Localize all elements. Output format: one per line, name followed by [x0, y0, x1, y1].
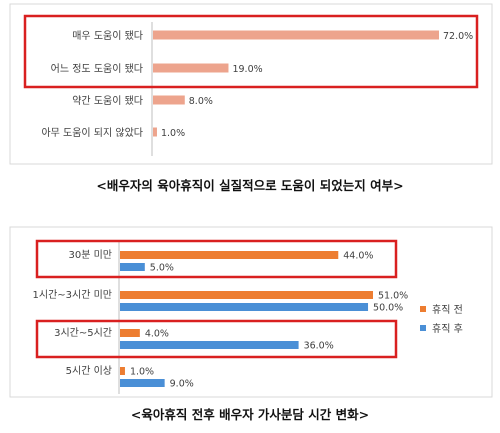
chart-2-bar-after	[120, 379, 165, 387]
chart-1-value-label: 8.0%	[189, 96, 213, 107]
chart-2-category-label: 3시간~5시간	[54, 327, 112, 339]
chart-2-caption: <육아휴직 전후 배우자 가사분담 시간 변화>	[131, 407, 369, 422]
chart-2-category-label: 1시간~3시간 미만	[33, 289, 112, 301]
chart-1-value-label: 1.0%	[161, 128, 185, 139]
chart-2-value-label: 44.0%	[343, 251, 373, 262]
chart-1-bars: 매우 도움이 됐다 72.0% 어느 정도 도움이 됐다 19.0% 약간 도움이 됐다…	[41, 30, 473, 139]
chart-1: 매우 도움이 됐다 72.0% 어느 정도 도움이 됐다 19.0% 약간 도움이 됐다…	[9, 3, 493, 193]
chart-1-highlight-box	[23, 14, 479, 89]
chart-1-frame	[9, 3, 493, 165]
chart-1-category-label: 어느 정도 도움이 됐다	[51, 63, 143, 75]
chart-2-highlight-box-2	[35, 319, 398, 359]
chart-1-bar	[153, 127, 157, 137]
chart-2-bar-before	[120, 291, 373, 299]
legend-swatch-after	[420, 325, 426, 331]
chart-2-bar-after	[120, 341, 299, 349]
chart-2-legend: 휴직 전 휴직 후	[420, 304, 463, 335]
chart-2-value-label: 50.0%	[373, 303, 403, 314]
chart-1-value-label: 19.0%	[232, 64, 262, 75]
chart-2-bars: 30분 미만 44.0% 5.0% 1시간~3시간 미만 51.0%50.0% 3시간~5…	[33, 249, 409, 390]
chart-1-bar	[153, 95, 185, 105]
chart-1-value-label: 72.0%	[443, 31, 473, 42]
legend-label-before: 휴직 전	[432, 304, 463, 316]
legend-label-after: 휴직 후	[432, 323, 463, 335]
legend-swatch-before	[420, 306, 426, 312]
chart-2-value-label: 9.0%	[170, 379, 194, 390]
chart-2-category-label: 30분 미만	[68, 249, 112, 261]
chart-1-category-label: 아무 도움이 되지 않았다	[41, 127, 143, 139]
chart-2-bar-after	[120, 263, 145, 271]
chart-1-bar	[153, 63, 229, 73]
chart-2-value-label: 51.0%	[378, 291, 408, 302]
chart-2-bar-after	[120, 303, 369, 311]
chart-1-category-label: 매우 도움이 됐다	[72, 30, 143, 42]
chart-2-bar-before	[120, 329, 140, 337]
chart-1-bar	[153, 30, 439, 40]
chart-1-caption: <배우자의 육아휴직이 실질적으로 도움이 되었는지 여부>	[96, 178, 403, 193]
chart-2-value-label: 4.0%	[145, 329, 169, 340]
chart-2-bar-before	[120, 367, 125, 375]
chart-2-value-label: 5.0%	[150, 263, 174, 274]
chart-2-bar-before	[120, 251, 339, 259]
chart-2-highlight-box-1	[35, 239, 398, 279]
chart-1-category-label: 약간 도움이 됐다	[72, 95, 143, 107]
chart-2-category-label: 5시간 이상	[66, 365, 112, 377]
chart-2-value-label: 1.0%	[130, 367, 154, 378]
chart-2-value-label: 36.0%	[304, 341, 334, 352]
chart-2: 30분 미만 44.0% 5.0% 1시간~3시간 미만 51.0%50.0% 3시간~5…	[9, 226, 493, 422]
